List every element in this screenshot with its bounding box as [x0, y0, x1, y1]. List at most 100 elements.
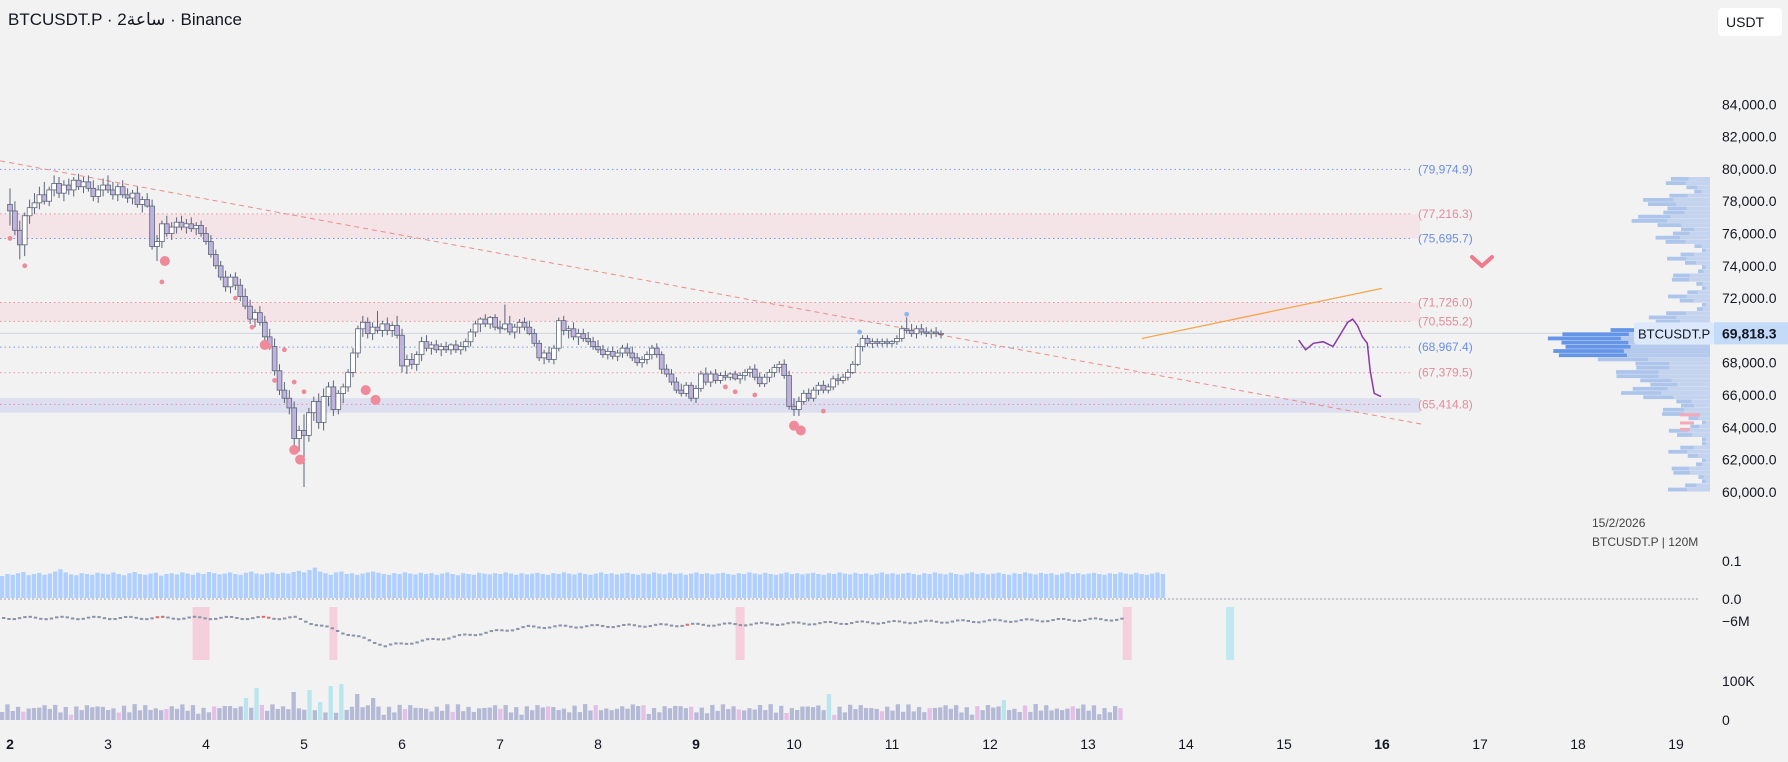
bottom-histogram-bar: [816, 705, 821, 720]
candle-body: [330, 386, 337, 410]
volume-bar: [392, 573, 397, 598]
bottom-histogram-bar: [1091, 705, 1097, 720]
bottom-histogram-bar: [1065, 708, 1070, 720]
volume-bar: [1075, 573, 1081, 598]
volume-bar: [26, 575, 31, 598]
volume-bar: [445, 572, 450, 598]
currency-button[interactable]: USDT: [1718, 8, 1782, 36]
volume-bar: [779, 573, 784, 598]
volume-profile-bar: [1687, 193, 1710, 198]
candle-body: [492, 317, 498, 328]
delta-point: [1024, 618, 1029, 621]
volume-profile-bar: [1685, 311, 1710, 316]
signal-dot: [159, 279, 165, 285]
volume-bar: [704, 573, 710, 598]
candle-body: [899, 328, 905, 339]
candle-body: [786, 375, 792, 407]
delta-point: [627, 623, 631, 626]
delta-point: [844, 622, 849, 625]
candle-body: [46, 189, 52, 202]
delta-point: [1014, 620, 1018, 623]
candle-body: [614, 352, 621, 357]
candle-body: [90, 187, 97, 197]
delta-point: [426, 638, 430, 641]
volume-bar: [487, 574, 492, 598]
bottom-histogram-bar: [890, 710, 895, 720]
delta-point: [39, 617, 43, 620]
volume-bar: [598, 572, 604, 598]
volume-bar: [969, 572, 975, 598]
bottom-histogram-bar: [683, 708, 688, 720]
candle-body: [869, 341, 876, 344]
candle-body: [301, 430, 307, 436]
delta-point: [510, 629, 515, 632]
delta-point: [526, 624, 531, 627]
bottom-histogram-bar: [429, 711, 434, 720]
bottom-histogram-bar: [201, 707, 206, 720]
bottom-histogram-bar: [349, 706, 355, 720]
volume-bar: [254, 573, 259, 598]
candle-body: [462, 341, 469, 347]
volume-bar: [1070, 574, 1075, 598]
delta-point: [452, 635, 456, 638]
delta-point: [781, 623, 785, 626]
bottom-histogram-bar: [959, 712, 964, 720]
volume-bar: [975, 574, 980, 598]
bottom-histogram-bar: [1049, 710, 1054, 720]
candle-body: [21, 215, 28, 246]
bottom-histogram-bar: [397, 704, 402, 720]
bottom-histogram-bar: [593, 705, 598, 720]
candle-body: [276, 370, 283, 391]
candle-body: [840, 376, 846, 381]
candle-body: [418, 341, 425, 356]
bottom-histogram-bar: [519, 714, 524, 720]
candle-body: [506, 323, 513, 333]
bottom-histogram-bar: [5, 704, 10, 720]
volume-bar: [116, 574, 121, 598]
volume-bar: [1001, 574, 1006, 598]
bottom-histogram-bar: [153, 708, 158, 720]
candle-body: [51, 183, 57, 191]
y-axis-tick: 60,000.0: [1722, 484, 1777, 500]
candle-body: [913, 328, 920, 335]
volume-bar: [132, 572, 137, 598]
candle-body: [320, 396, 327, 423]
volume-bar: [768, 574, 773, 598]
delta-point: [92, 615, 96, 618]
volume-bar: [95, 572, 100, 598]
bottom-histogram-bar: [567, 712, 572, 720]
volume-bar: [954, 574, 959, 598]
volume-bar: [402, 572, 408, 598]
pane-axis-tick: 0: [1722, 712, 1730, 728]
bottom-histogram-bar: [296, 708, 302, 720]
candle-body: [227, 276, 234, 288]
volume-bar: [53, 571, 58, 598]
candle-body: [874, 341, 881, 344]
bottom-histogram-bar: [678, 706, 683, 720]
volume-bar: [180, 572, 185, 598]
candle-body: [531, 333, 538, 344]
delta-point: [956, 619, 960, 622]
delta-point: [298, 617, 303, 620]
candle-body: [95, 189, 102, 197]
bottom-histogram-bar: [95, 706, 100, 720]
candle-body: [345, 371, 351, 388]
candle-body: [75, 179, 82, 188]
bottom-histogram-bar: [964, 707, 969, 720]
volume-profile-bar: [1691, 399, 1710, 404]
candle-body: [703, 373, 709, 383]
candle-body: [154, 241, 160, 247]
bottom-histogram-bar: [121, 705, 127, 720]
candle-body: [80, 181, 87, 188]
volume-profile-bar: [1705, 458, 1710, 463]
delta-point: [717, 623, 721, 626]
volume-bar: [1007, 574, 1012, 598]
bottom-histogram-bar: [641, 705, 646, 720]
candle-body: [649, 347, 655, 356]
bottom-histogram-bar: [265, 710, 270, 720]
volume-bar: [832, 574, 837, 598]
volume-bar: [15, 573, 21, 598]
volume-bar: [455, 575, 461, 598]
bottom-histogram-bar: [514, 707, 519, 720]
